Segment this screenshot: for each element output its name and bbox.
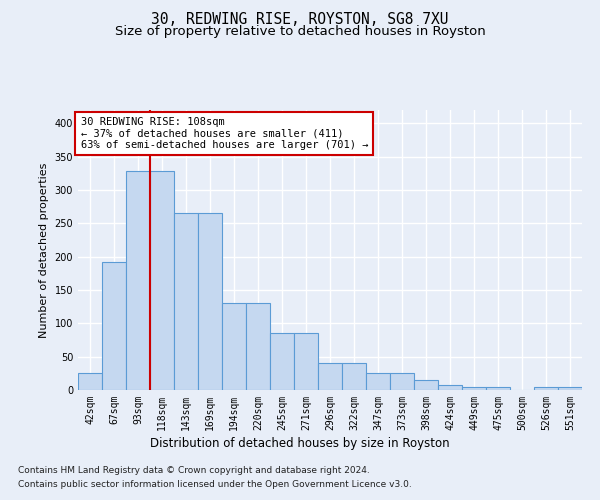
Bar: [150, 172, 174, 390]
Bar: [558, 388, 582, 390]
Bar: [534, 386, 558, 390]
Bar: [318, 364, 342, 390]
Bar: [414, 380, 438, 390]
Text: Distribution of detached houses by size in Royston: Distribution of detached houses by size …: [150, 438, 450, 450]
Bar: [222, 304, 246, 390]
Text: Size of property relative to detached houses in Royston: Size of property relative to detached ho…: [115, 25, 485, 38]
Bar: [390, 372, 414, 390]
Y-axis label: Number of detached properties: Number of detached properties: [39, 162, 49, 338]
Bar: [486, 386, 510, 390]
Bar: [198, 214, 222, 390]
Text: Contains HM Land Registry data © Crown copyright and database right 2024.: Contains HM Land Registry data © Crown c…: [18, 466, 370, 475]
Bar: [126, 172, 150, 390]
Bar: [342, 364, 366, 390]
Bar: [174, 214, 198, 390]
Text: Contains public sector information licensed under the Open Government Licence v3: Contains public sector information licen…: [18, 480, 412, 489]
Bar: [246, 304, 270, 390]
Bar: [462, 386, 486, 390]
Bar: [294, 332, 318, 390]
Text: 30 REDWING RISE: 108sqm
← 37% of detached houses are smaller (411)
63% of semi-d: 30 REDWING RISE: 108sqm ← 37% of detache…: [80, 117, 368, 150]
Bar: [438, 384, 462, 390]
Bar: [366, 372, 390, 390]
Bar: [270, 332, 294, 390]
Bar: [102, 262, 126, 390]
Text: 30, REDWING RISE, ROYSTON, SG8 7XU: 30, REDWING RISE, ROYSTON, SG8 7XU: [151, 12, 449, 28]
Bar: [78, 374, 102, 390]
